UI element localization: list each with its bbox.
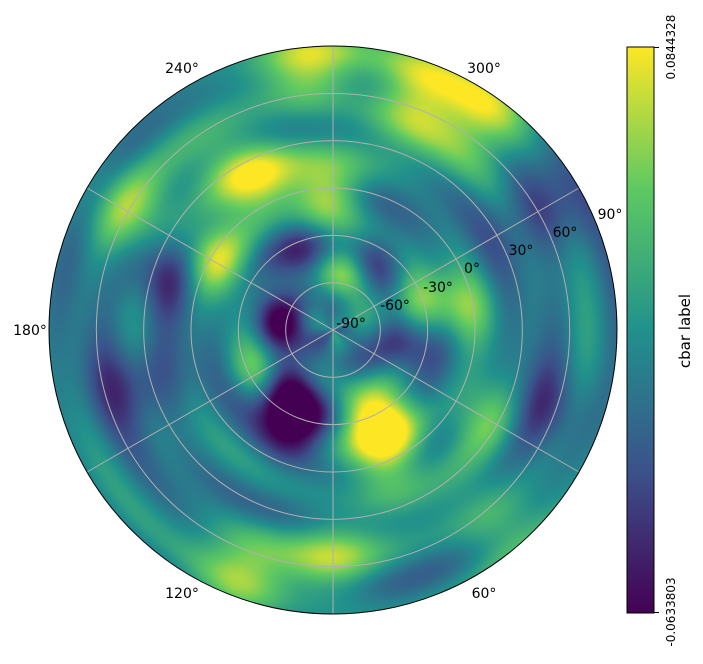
theta-tick-label: 60°: [472, 586, 497, 602]
radial-tick-label: 0°: [464, 261, 480, 277]
polar-frame: [48, 45, 618, 615]
colorbar-max-label: 0.0844328: [664, 15, 678, 80]
theta-tick-label: 120°: [165, 586, 199, 602]
radial-tick-label: -90°: [336, 316, 366, 332]
theta-tick-label: 240°: [165, 61, 199, 77]
radial-tick-label: -30°: [423, 280, 453, 296]
polar-grid: [86, 46, 580, 614]
theta-tick-label: 90°: [598, 207, 623, 223]
theta-tick-label: 180°: [13, 323, 47, 339]
colorbar-min-label: -0.0633803: [664, 577, 678, 646]
radial-tick-labels: -90° -60° -30° 0° 30° 60°: [336, 225, 577, 332]
colorbar-gradient: [626, 46, 655, 614]
radial-tick-label: 30°: [509, 243, 534, 259]
radial-tick-label: -60°: [380, 298, 410, 314]
colorbar-axis-label: cbar label: [676, 294, 694, 368]
grid-spoke: [86, 187, 580, 473]
radial-tick-label: 60°: [553, 225, 578, 241]
theta-tick-label: 300°: [467, 61, 501, 77]
theta-tick-labels: 60° 90° 120° 180° 240° 300°: [13, 61, 622, 602]
colorbar: 0.0844328 -0.0633803 cbar label: [626, 15, 694, 647]
